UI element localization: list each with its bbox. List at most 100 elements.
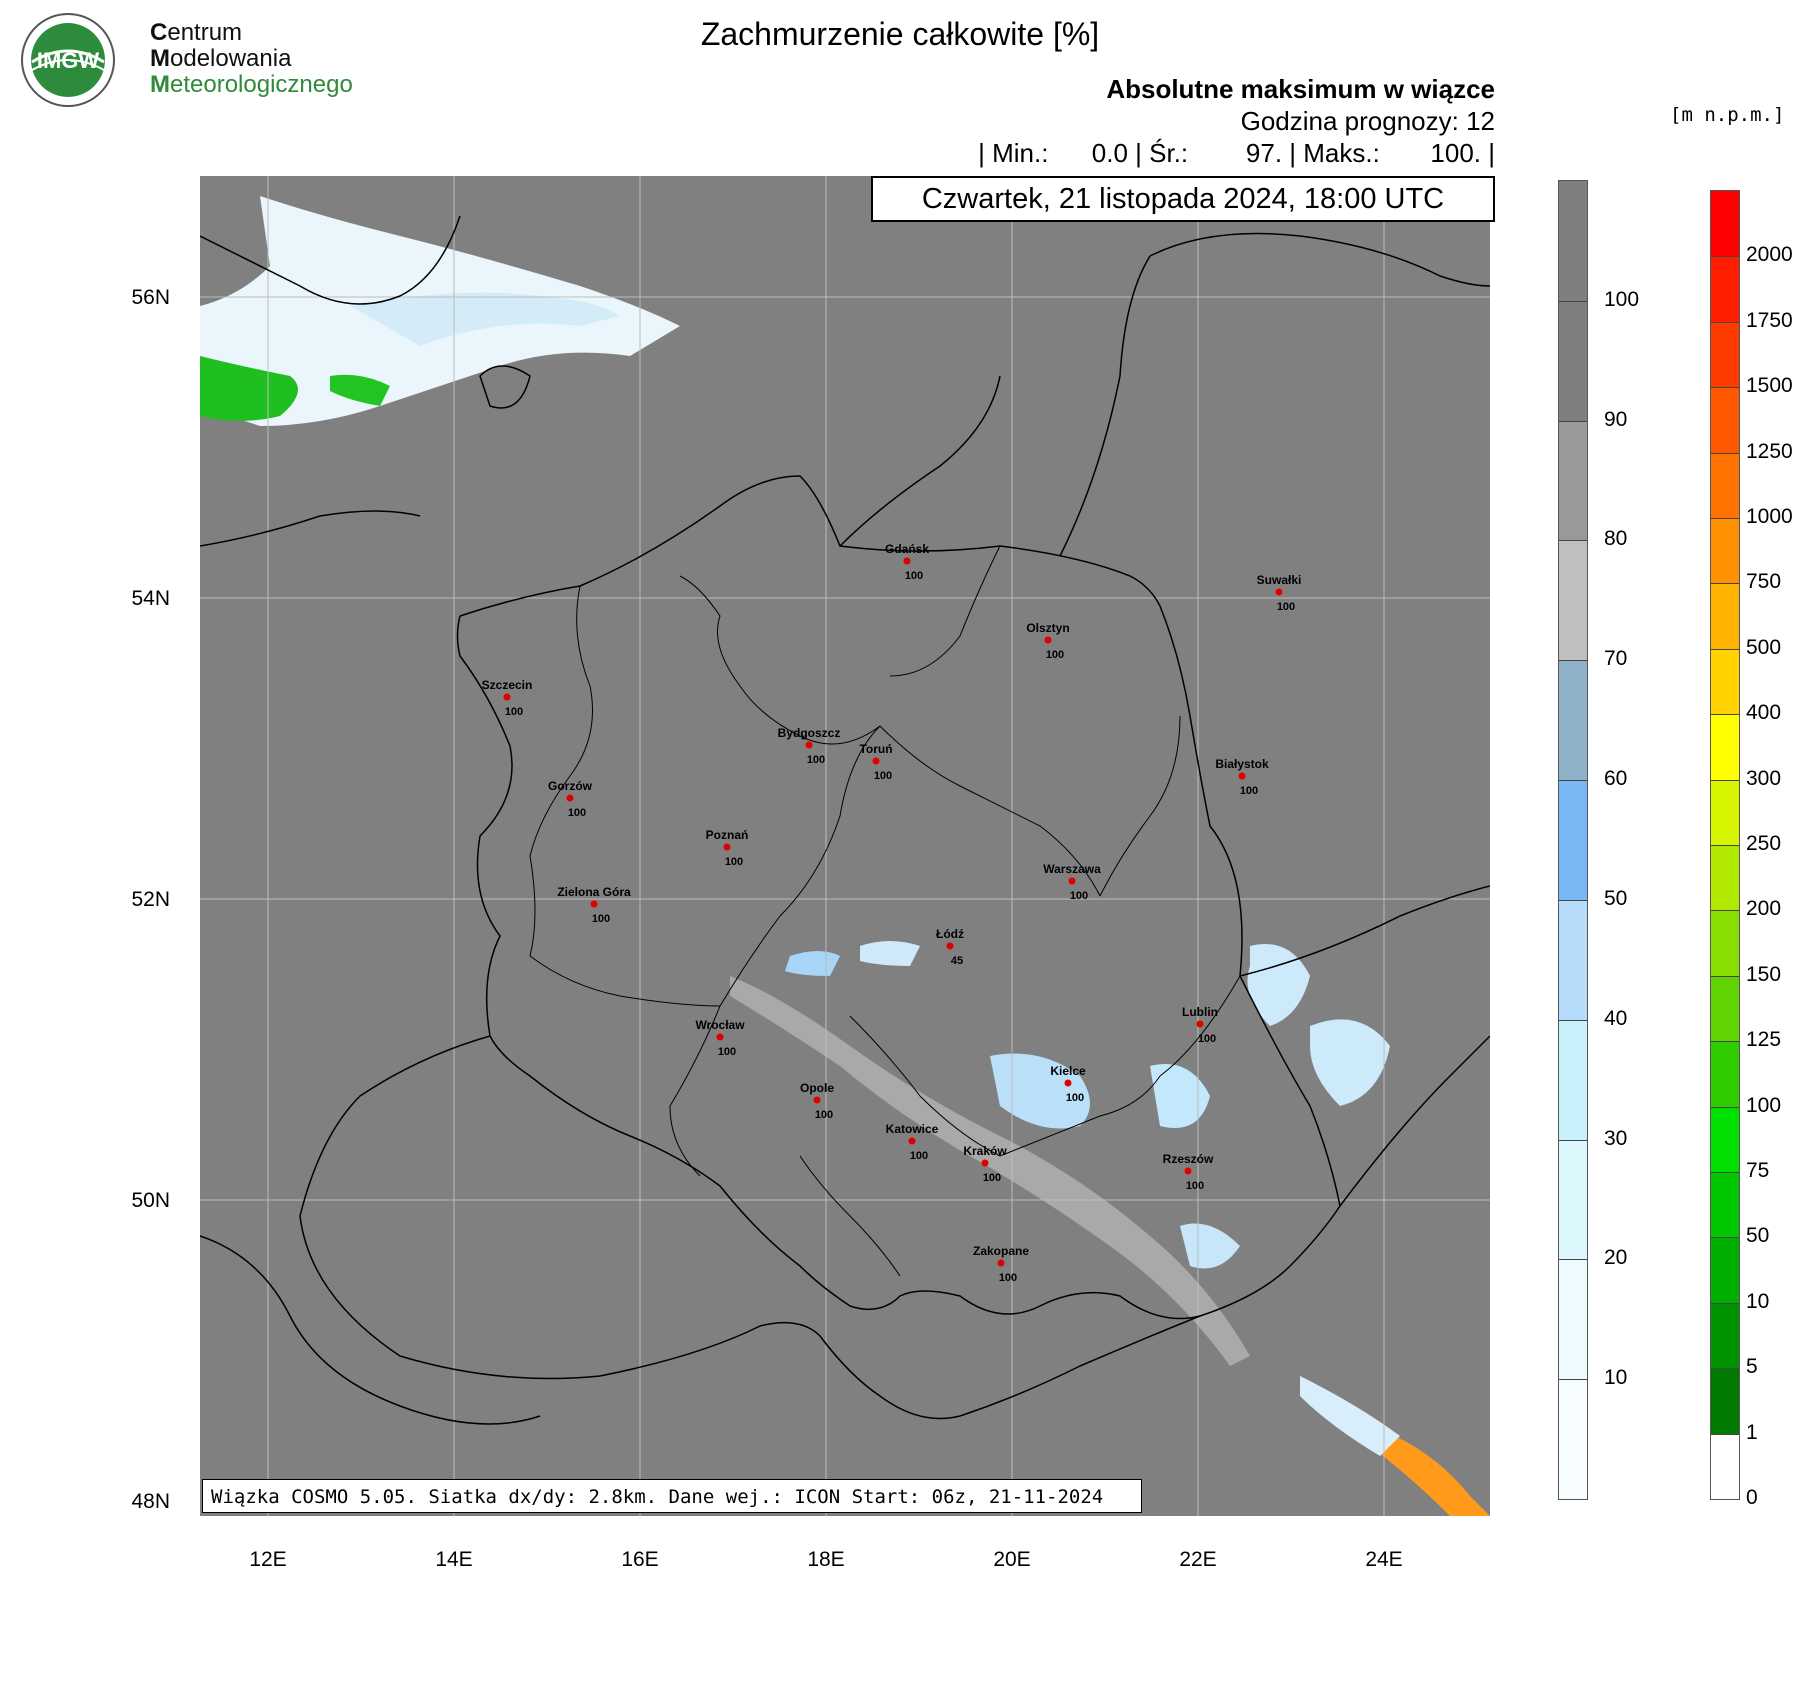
elevation-bar-segment xyxy=(1711,1302,1739,1369)
city-marker: Szczecin 100 xyxy=(482,678,533,718)
city-name: Katowice xyxy=(886,1122,939,1136)
city-value: 100 xyxy=(1186,1180,1204,1192)
elevation-bar-segment xyxy=(1711,518,1739,584)
city-dot xyxy=(723,843,731,851)
lat-label-50n: 50N xyxy=(131,1189,170,1212)
city-marker: Suwałki 100 xyxy=(1257,573,1302,613)
elevation-bar-segment xyxy=(1711,1237,1739,1303)
city-marker: Lublin 100 xyxy=(1182,1005,1218,1045)
elevation-units: [m n.p.m.] xyxy=(1670,104,1785,126)
city-name: Suwałki xyxy=(1257,573,1302,587)
lon-label-18e: 18E xyxy=(807,1548,845,1571)
city-marker: Toruń 100 xyxy=(859,742,892,782)
lat-label-48n: 48N xyxy=(131,1490,170,1513)
city-value: 100 xyxy=(568,807,586,819)
city-name: Rzeszów xyxy=(1163,1152,1214,1166)
city-value: 100 xyxy=(1240,785,1258,797)
elevation-bar-label: 100 xyxy=(1746,1093,1782,1117)
city-name: Białystok xyxy=(1215,757,1269,771)
city-markers: Gdańsk 100 Suwałki 100 Olsztyn 100 Szczecin 100… xyxy=(482,542,1302,1284)
city-dot xyxy=(566,794,574,802)
city-value: 100 xyxy=(905,570,923,582)
city-name: Opole xyxy=(800,1081,834,1095)
city-marker: Olsztyn 100 xyxy=(1026,621,1069,661)
cloud-bar-label: 80 xyxy=(1604,527,1628,551)
lon-label-16e: 16E xyxy=(621,1548,659,1571)
city-name: Olsztyn xyxy=(1026,621,1069,635)
city-marker: Rzeszów 100 xyxy=(1163,1152,1214,1192)
elevation-bar-segment xyxy=(1711,975,1739,1042)
city-dot xyxy=(805,741,813,749)
city-name: Kielce xyxy=(1050,1064,1086,1078)
city-name: Wrocław xyxy=(695,1018,745,1032)
city-value: 100 xyxy=(874,770,892,782)
lon-label-20e: 20E xyxy=(993,1548,1031,1571)
cloud-bar-label: 90 xyxy=(1604,407,1628,431)
city-name: Szczecin xyxy=(482,678,533,692)
cloud-bar-label: 60 xyxy=(1604,767,1628,791)
cloud-bar-label: 70 xyxy=(1604,647,1628,671)
city-dot xyxy=(1196,1020,1204,1028)
lat-label-56n: 56N xyxy=(131,286,170,309)
city-value: 100 xyxy=(1046,649,1064,661)
valid-time-box: Czwartek, 21 listopada 2024, 18:00 UTC xyxy=(871,176,1495,222)
city-value: 100 xyxy=(1198,1033,1216,1045)
city-dot xyxy=(908,1137,916,1145)
lat-label-54n: 54N xyxy=(131,587,170,610)
cloud-bar-label: 50 xyxy=(1604,886,1628,910)
elevation-bar-label: 250 xyxy=(1746,832,1782,855)
cloud-bar-segment xyxy=(1559,780,1587,900)
elevation-bar-segment xyxy=(1711,1433,1739,1499)
city-dot xyxy=(872,757,880,765)
cloud-bar-label: 40 xyxy=(1604,1006,1628,1030)
clear-sky-areas xyxy=(200,196,1490,1516)
country-borders xyxy=(200,215,1490,1425)
city-value: 100 xyxy=(1066,1092,1084,1104)
city-dot xyxy=(1238,772,1246,780)
elevation-bar-label: 10 xyxy=(1746,1289,1770,1313)
elevation-bar-label: 75 xyxy=(1746,1159,1770,1182)
city-dot xyxy=(813,1096,821,1104)
elevation-bar-label: 1 xyxy=(1746,1420,1758,1444)
city-dot xyxy=(1044,636,1052,644)
cloud-bar-segment xyxy=(1559,899,1587,1020)
cloud-bar-segment xyxy=(1559,420,1587,541)
elevation-bar-segment xyxy=(1711,648,1739,715)
elevation-bar-label: 50 xyxy=(1746,1224,1770,1248)
city-marker: Białystok 100 xyxy=(1215,757,1269,797)
cloud-bar-segment xyxy=(1559,1019,1587,1140)
city-value: 100 xyxy=(815,1109,833,1121)
cloud-bar-segment xyxy=(1559,181,1587,301)
city-value: 100 xyxy=(910,1150,928,1162)
city-value: 100 xyxy=(1277,601,1295,613)
city-value: 100 xyxy=(592,913,610,925)
elevation-bar-segment xyxy=(1711,583,1739,649)
elevation-bar-label: 500 xyxy=(1746,635,1782,659)
cloud-bar-segment xyxy=(1559,540,1587,661)
elevation-bar-label: 300 xyxy=(1746,766,1782,790)
map-subtitle: Absolutne maksimum w wiązce xyxy=(1106,74,1495,104)
imgw-logo: IMGW Centrum Modelowania Meteorologiczne… xyxy=(10,10,380,110)
elevation-bar-label: 200 xyxy=(1746,897,1782,921)
elevation-bar-label: 1500 xyxy=(1746,374,1793,398)
map-title: Zachmurzenie całkowite [%] xyxy=(700,16,1100,52)
elevation-bar-segment xyxy=(1711,452,1739,518)
city-name: Poznań xyxy=(706,828,749,842)
city-dot xyxy=(903,557,911,565)
elevation-bar-label: 125 xyxy=(1746,1028,1782,1052)
city-marker: Bydgoszcz 100 xyxy=(778,726,841,766)
elevation-bar-label: 400 xyxy=(1746,701,1782,725)
elevation-bar-segment xyxy=(1711,779,1739,845)
elevation-colorbar xyxy=(1710,190,1740,1500)
lon-label-14e: 14E xyxy=(435,1548,473,1571)
elevation-bar-label: 2000 xyxy=(1746,243,1793,267)
logo-text: Centrum Modelowania Meteorologicznego xyxy=(150,19,353,98)
elevation-bar-segment xyxy=(1711,714,1739,780)
city-marker: Warszawa 100 xyxy=(1043,862,1101,902)
elevation-bar-segment xyxy=(1711,1172,1739,1238)
lon-label-12e: 12E xyxy=(249,1548,287,1571)
elevation-bar-label: 150 xyxy=(1746,962,1782,986)
city-name: Gdańsk xyxy=(885,542,929,556)
elevation-bar-label: 1750 xyxy=(1746,308,1793,332)
elevation-bar-segment xyxy=(1711,910,1739,976)
